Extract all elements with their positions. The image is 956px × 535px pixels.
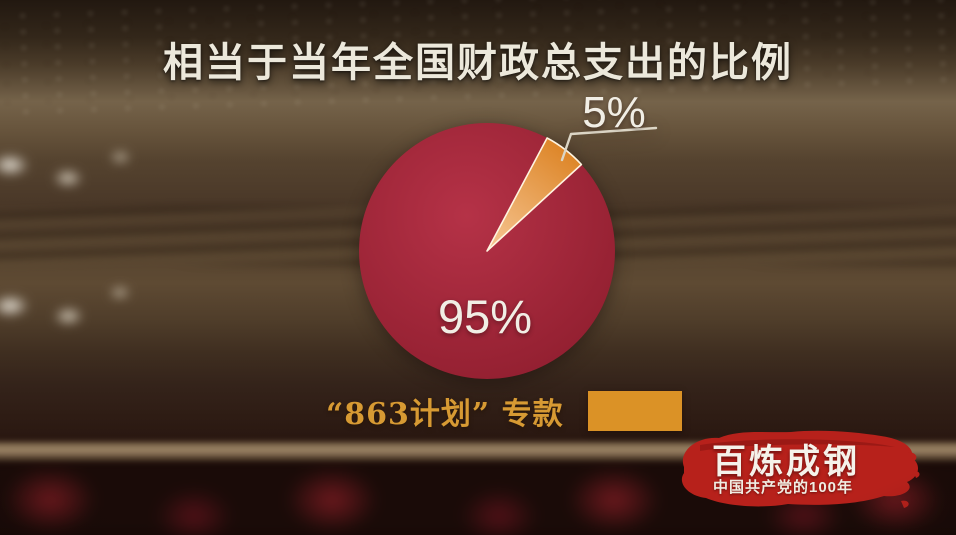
video-frame: 相当于当年全国财政总支出的比例 95% 5% “863计划” 专款 [0,0,956,535]
vignette-overlay [0,0,956,535]
